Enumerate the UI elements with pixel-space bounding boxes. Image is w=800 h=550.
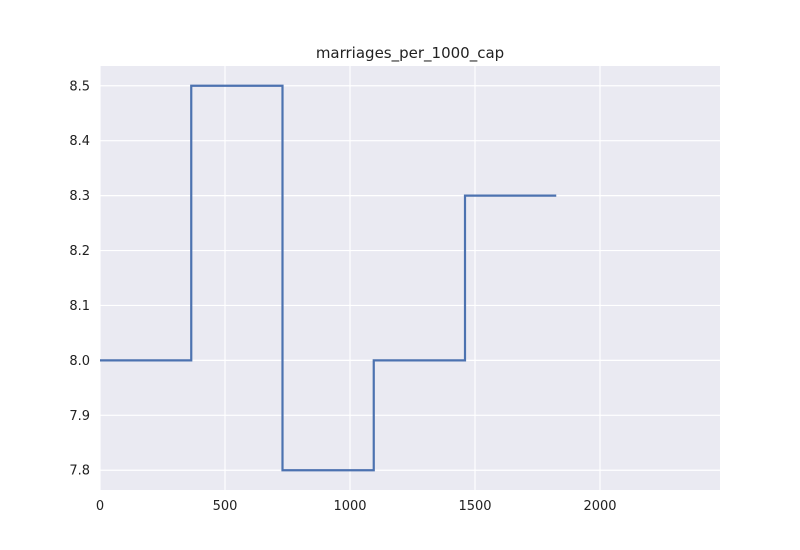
y-tick-label: 8.2 (69, 244, 90, 259)
x-tick-label: 0 (96, 499, 104, 514)
x-tick-label: 1000 (333, 499, 366, 514)
y-axis-tick-labels: 7.8 7.9 8.0 8.1 8.2 8.3 8.4 8.5 (69, 79, 90, 478)
y-tick-label: 8.1 (69, 299, 90, 314)
y-tick-label: 8.4 (69, 134, 90, 149)
x-tick-label: 1500 (458, 499, 491, 514)
x-tick-label: 2000 (583, 499, 616, 514)
y-tick-label: 8.5 (69, 79, 90, 94)
y-tick-label: 8.3 (69, 189, 90, 204)
x-axis-tick-labels: 0 500 1000 1500 2000 (96, 499, 617, 514)
series-layer (100, 84, 557, 472)
x-tick-label: 500 (213, 499, 238, 514)
chart-title: marriages_per_1000_cap (316, 44, 504, 63)
y-tick-label: 7.9 (69, 409, 90, 424)
series-line (100, 84, 557, 472)
y-tick-label: 8.0 (69, 354, 90, 369)
grid-lines (99, 66, 720, 490)
y-tick-label: 7.8 (69, 464, 90, 479)
plot-area (100, 66, 720, 490)
